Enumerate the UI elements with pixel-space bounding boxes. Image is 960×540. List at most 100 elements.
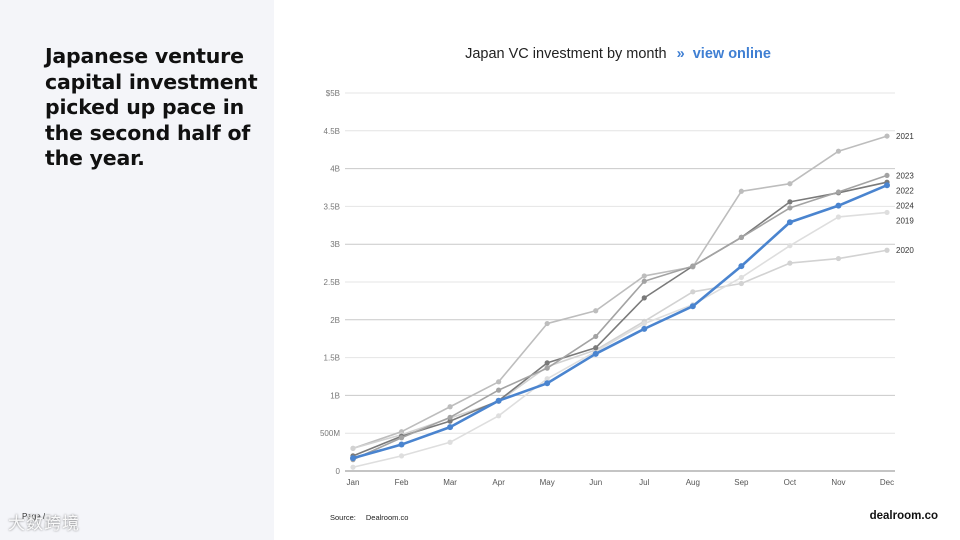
source-note: Source: Dealroom.co xyxy=(330,513,408,522)
data-point xyxy=(835,189,842,195)
data-point xyxy=(350,455,356,462)
data-point xyxy=(641,320,647,327)
chart-title: Japan VC investment by month » view onli… xyxy=(300,46,936,62)
data-point xyxy=(884,247,890,253)
series-end-label: 2021 xyxy=(896,132,914,141)
data-point xyxy=(690,263,696,269)
brand-logo: dealroom.co xyxy=(869,510,938,522)
data-point xyxy=(884,182,890,189)
x-axis-ticks: Jan Feb Mar Apr May Jun Jul Aug Sep Oct Nov Dec xyxy=(347,478,895,487)
y-axis-ticks: 0 500M 1B 1.5B 2B 2.5B 3B 3.5B 4B 4.5B $5B xyxy=(320,89,341,476)
y-tick-label: 4.5B xyxy=(324,127,340,136)
data-point xyxy=(690,289,696,295)
y-tick-label: 1B xyxy=(330,391,340,400)
data-point xyxy=(592,350,599,357)
x-tick-label: Mar xyxy=(443,478,457,487)
x-tick-label: Jun xyxy=(589,478,602,487)
data-point xyxy=(593,333,599,340)
data-point xyxy=(496,379,502,385)
data-point xyxy=(835,214,842,220)
y-tick-label: 500M xyxy=(320,429,340,438)
series-2021 xyxy=(350,133,890,451)
series-line-2022 xyxy=(352,181,888,457)
y-tick-label: 3.5B xyxy=(324,202,340,211)
series-end-labels: 2021 2023 2022 2024 2019 2020 xyxy=(896,132,914,255)
data-point xyxy=(786,219,793,226)
data-point xyxy=(738,234,744,240)
series-end-label: 2019 xyxy=(896,216,914,225)
data-point xyxy=(787,199,793,205)
data-point xyxy=(787,243,793,249)
data-point xyxy=(544,320,550,327)
view-online-link[interactable]: view online xyxy=(692,46,771,62)
series-end-label: 2024 xyxy=(896,201,914,210)
left-panel xyxy=(0,0,274,540)
data-point xyxy=(738,188,744,194)
x-tick-label: Nov xyxy=(831,478,845,487)
data-point xyxy=(787,181,793,187)
data-point xyxy=(447,439,453,445)
x-tick-label: Jul xyxy=(639,478,649,487)
data-point xyxy=(398,441,405,448)
data-point xyxy=(544,380,551,387)
data-point xyxy=(738,280,744,287)
data-point xyxy=(398,435,405,441)
data-point xyxy=(641,325,648,332)
source-label: Source: xyxy=(330,513,356,522)
data-point xyxy=(884,172,890,179)
x-tick-label: Oct xyxy=(784,478,797,487)
y-tick-label: 2.5B xyxy=(324,278,340,287)
data-point xyxy=(738,263,745,270)
gridlines xyxy=(345,92,895,472)
series-line-2021 xyxy=(352,135,888,450)
y-tick-label: $5B xyxy=(326,89,340,98)
data-point xyxy=(447,424,454,431)
data-point xyxy=(350,445,356,451)
data-point xyxy=(884,209,890,216)
chevron-double-right-icon: » xyxy=(676,46,685,62)
x-tick-label: Feb xyxy=(395,478,409,487)
y-tick-label: 1.5B xyxy=(324,354,340,363)
data-point xyxy=(641,278,647,284)
series-line-2023 xyxy=(352,174,888,461)
source-value: Dealroom.co xyxy=(365,513,409,522)
data-point xyxy=(544,376,550,382)
x-tick-label: Dec xyxy=(880,478,894,487)
data-point xyxy=(496,413,502,419)
data-point xyxy=(447,404,453,410)
data-point xyxy=(544,360,550,366)
y-tick-label: 0 xyxy=(336,467,341,476)
watermark: 大数跨境 xyxy=(8,514,80,534)
series xyxy=(350,133,890,470)
y-tick-label: 4B xyxy=(330,165,340,174)
series-line-2024 xyxy=(352,184,888,460)
data-point xyxy=(641,295,647,301)
x-tick-label: Aug xyxy=(686,478,700,487)
data-point xyxy=(593,308,599,314)
series-line-2019 xyxy=(352,211,888,468)
y-tick-label: 3B xyxy=(330,240,340,249)
data-point xyxy=(884,133,890,139)
x-tick-label: Jan xyxy=(347,478,360,487)
x-tick-label: Apr xyxy=(492,478,505,487)
y-tick-label: 2B xyxy=(330,316,340,325)
data-point xyxy=(593,345,599,351)
series-end-label: 2022 xyxy=(896,186,914,195)
series-2024 xyxy=(350,182,890,462)
series-2019 xyxy=(350,209,890,470)
series-end-label: 2023 xyxy=(896,171,914,180)
chart-title-text: Japan VC investment by month xyxy=(465,46,667,62)
data-point xyxy=(447,414,453,420)
x-tick-label: Sep xyxy=(734,478,749,487)
data-point xyxy=(835,202,842,209)
data-point xyxy=(787,205,793,211)
series-end-label: 2020 xyxy=(896,246,914,255)
data-point xyxy=(835,255,842,262)
series-line-2020 xyxy=(352,249,888,450)
data-point xyxy=(350,464,356,470)
data-point xyxy=(496,387,502,393)
data-point xyxy=(787,260,793,266)
data-point xyxy=(835,148,842,154)
data-point xyxy=(689,303,696,310)
